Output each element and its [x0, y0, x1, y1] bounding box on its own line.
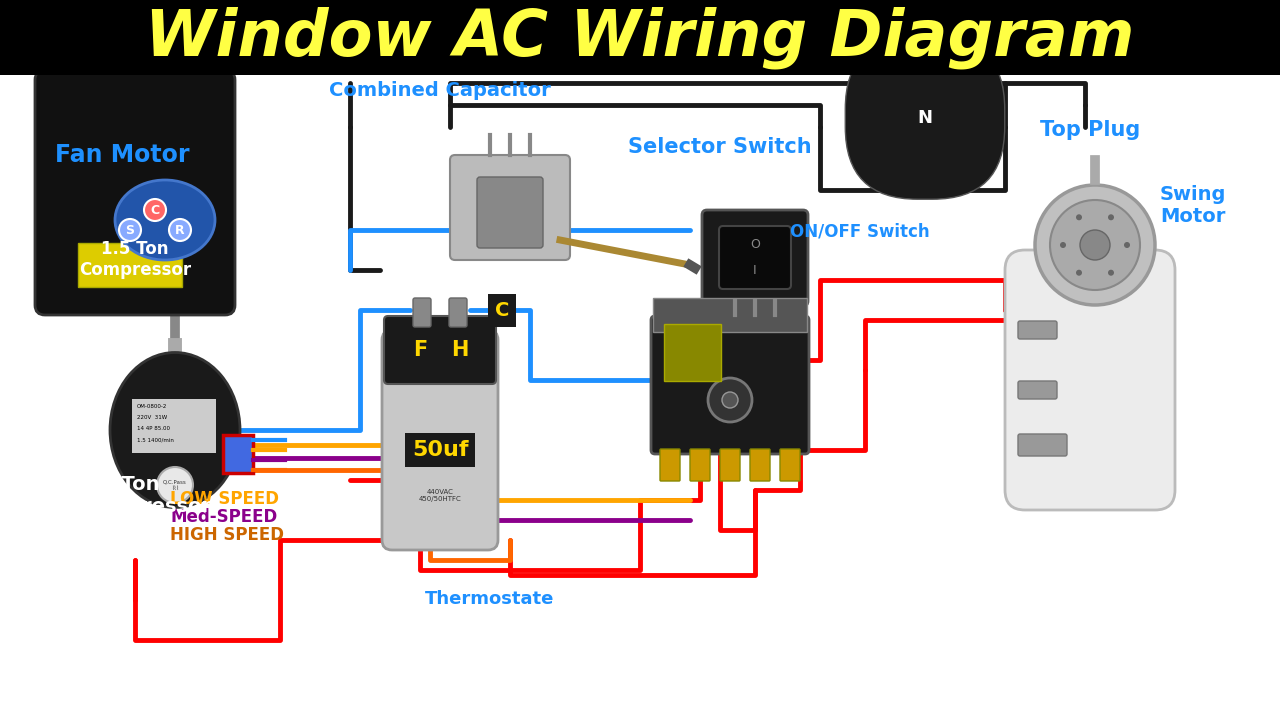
- FancyBboxPatch shape: [132, 399, 216, 453]
- FancyBboxPatch shape: [719, 449, 740, 481]
- Circle shape: [722, 392, 739, 408]
- FancyBboxPatch shape: [381, 330, 498, 550]
- Text: LOW SPEED: LOW SPEED: [170, 490, 279, 508]
- Circle shape: [1076, 215, 1082, 220]
- FancyBboxPatch shape: [664, 324, 721, 381]
- Text: Med-SPEED: Med-SPEED: [170, 508, 278, 526]
- Text: C: C: [151, 204, 160, 217]
- Circle shape: [1124, 242, 1130, 248]
- FancyBboxPatch shape: [449, 298, 467, 327]
- Text: Thermostate: Thermostate: [425, 590, 554, 608]
- Text: 1.5 1400/min: 1.5 1400/min: [137, 437, 174, 442]
- FancyBboxPatch shape: [413, 298, 431, 327]
- Text: F: F: [413, 340, 428, 360]
- FancyBboxPatch shape: [652, 316, 809, 454]
- FancyBboxPatch shape: [1018, 321, 1057, 339]
- Ellipse shape: [115, 180, 215, 260]
- Circle shape: [1036, 185, 1155, 305]
- FancyBboxPatch shape: [653, 298, 806, 332]
- Text: Top Plug: Top Plug: [1039, 120, 1140, 140]
- Circle shape: [1080, 230, 1110, 260]
- FancyBboxPatch shape: [780, 449, 800, 481]
- Circle shape: [1050, 200, 1140, 290]
- Circle shape: [1076, 270, 1082, 276]
- Text: N: N: [918, 109, 933, 127]
- Text: Fan Motor: Fan Motor: [55, 143, 189, 167]
- FancyBboxPatch shape: [1018, 381, 1057, 399]
- Text: S: S: [125, 223, 134, 236]
- FancyBboxPatch shape: [0, 0, 1280, 75]
- Text: Window AC Wiring Diagram: Window AC Wiring Diagram: [146, 6, 1134, 69]
- Text: 50uf: 50uf: [412, 440, 468, 460]
- Ellipse shape: [110, 353, 241, 508]
- Circle shape: [169, 219, 191, 241]
- FancyBboxPatch shape: [451, 155, 570, 260]
- Circle shape: [119, 219, 141, 241]
- Text: I: I: [753, 264, 756, 276]
- FancyBboxPatch shape: [1018, 434, 1068, 456]
- Circle shape: [157, 467, 193, 503]
- FancyBboxPatch shape: [384, 316, 497, 384]
- Text: R: R: [175, 223, 184, 236]
- FancyBboxPatch shape: [78, 243, 182, 287]
- Circle shape: [143, 199, 166, 221]
- FancyBboxPatch shape: [35, 70, 236, 315]
- Text: Combined Capacitor: Combined Capacitor: [329, 81, 550, 99]
- FancyBboxPatch shape: [477, 177, 543, 248]
- Text: HIGH SPEED: HIGH SPEED: [170, 526, 284, 544]
- Text: 440VAC
450/50HTFC: 440VAC 450/50HTFC: [419, 488, 461, 502]
- Circle shape: [1060, 242, 1066, 248]
- Text: Selector Switch: Selector Switch: [628, 137, 812, 157]
- Text: ON/OFF Switch: ON/OFF Switch: [790, 222, 929, 240]
- Circle shape: [1108, 215, 1114, 220]
- FancyBboxPatch shape: [223, 435, 253, 473]
- FancyBboxPatch shape: [719, 226, 791, 289]
- Text: 220V  31W: 220V 31W: [137, 415, 168, 420]
- Text: Swing
Motor: Swing Motor: [1160, 185, 1226, 226]
- Text: 1.5 Ton
Compressor: 1.5 Ton Compressor: [79, 475, 211, 516]
- Text: Q.C.Pass
⌇⌇⌇: Q.C.Pass ⌇⌇⌇: [163, 480, 187, 490]
- Text: H: H: [452, 340, 468, 360]
- FancyBboxPatch shape: [690, 449, 710, 481]
- Circle shape: [708, 378, 753, 422]
- FancyBboxPatch shape: [1005, 250, 1175, 510]
- Text: 1.5 Ton
Compressor: 1.5 Ton Compressor: [79, 240, 191, 279]
- FancyBboxPatch shape: [660, 449, 680, 481]
- FancyBboxPatch shape: [701, 210, 808, 306]
- Text: 14 4P 85.00: 14 4P 85.00: [137, 426, 170, 431]
- Text: O: O: [750, 238, 760, 251]
- Text: OM-0800-2: OM-0800-2: [137, 404, 168, 409]
- Circle shape: [1108, 270, 1114, 276]
- Text: C: C: [495, 300, 509, 320]
- FancyBboxPatch shape: [750, 449, 771, 481]
